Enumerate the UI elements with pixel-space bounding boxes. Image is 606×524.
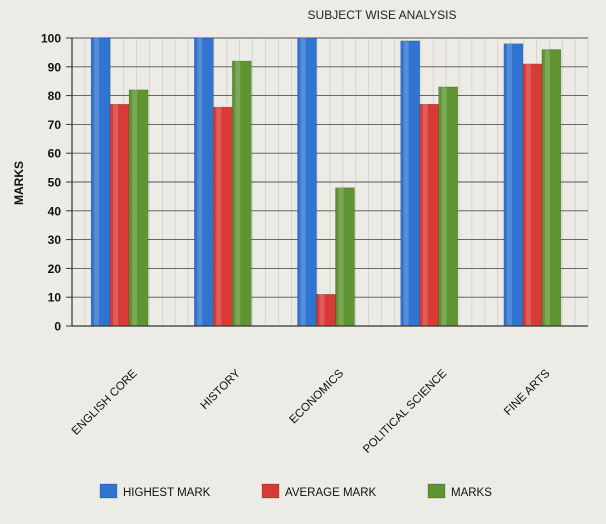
bars bbox=[90, 37, 562, 327]
legend-label: HIGHEST MARK bbox=[123, 487, 211, 499]
bar bbox=[109, 103, 130, 327]
bar-highlight bbox=[525, 63, 531, 327]
bar-highlight bbox=[94, 38, 100, 326]
bar bbox=[541, 49, 562, 327]
bar bbox=[194, 37, 214, 327]
x-category-label: ECONOMICS bbox=[287, 367, 346, 426]
bar-highlight bbox=[216, 107, 222, 327]
legend-swatch bbox=[427, 483, 446, 499]
bar bbox=[213, 106, 233, 327]
bar-highlight bbox=[441, 86, 447, 327]
bar bbox=[400, 40, 421, 327]
bar bbox=[316, 294, 336, 327]
y-tick-label: 80 bbox=[48, 89, 62, 103]
bar bbox=[503, 43, 524, 327]
bar-highlight bbox=[338, 187, 344, 326]
y-tick-label: 20 bbox=[48, 262, 62, 276]
bar-highlight bbox=[403, 40, 409, 326]
bar bbox=[90, 37, 111, 327]
bar-highlight bbox=[544, 49, 550, 327]
bar-highlight bbox=[506, 43, 512, 326]
y-tick-label: 0 bbox=[54, 320, 61, 334]
x-category-label: HISTORY bbox=[199, 367, 244, 412]
y-axis-label: MARKS bbox=[12, 161, 26, 205]
y-tick-label: 40 bbox=[48, 204, 62, 218]
bar bbox=[128, 89, 149, 327]
legend-label: AVERAGE MARK bbox=[285, 487, 376, 499]
bar-highlight bbox=[197, 38, 203, 326]
bar bbox=[438, 86, 459, 327]
y-tick-label: 30 bbox=[48, 233, 62, 247]
bar bbox=[232, 60, 252, 327]
bar-highlight bbox=[235, 61, 241, 326]
x-category-label: POLITICAL SCIENCE bbox=[361, 367, 449, 455]
y-tick-label: 90 bbox=[48, 60, 62, 74]
bar-highlight bbox=[113, 104, 119, 327]
bar-highlight bbox=[319, 294, 325, 326]
legend-swatch bbox=[261, 483, 280, 499]
x-category-label: ENGLISH CORE bbox=[70, 367, 140, 437]
chart-title: SUBJECT WISE ANALYSIS bbox=[308, 8, 457, 22]
legend: HIGHEST MARK AVERAGE MARK MARKS bbox=[99, 483, 492, 499]
bar bbox=[419, 103, 440, 327]
bar-highlight bbox=[132, 89, 138, 326]
bar-highlight bbox=[422, 104, 428, 327]
y-tick-label: 100 bbox=[41, 32, 61, 46]
bar bbox=[297, 37, 317, 327]
x-category-label: FINE ARTS bbox=[502, 367, 553, 418]
y-tick-label: 70 bbox=[48, 118, 62, 132]
bar bbox=[335, 187, 355, 327]
bar bbox=[522, 63, 543, 327]
bar-highlight bbox=[300, 38, 306, 326]
legend-label: MARKS bbox=[451, 487, 492, 499]
y-tick-label: 60 bbox=[48, 147, 62, 161]
y-tick-label: 10 bbox=[48, 291, 62, 305]
y-tick-label: 50 bbox=[48, 176, 62, 190]
legend-swatch bbox=[99, 483, 118, 499]
